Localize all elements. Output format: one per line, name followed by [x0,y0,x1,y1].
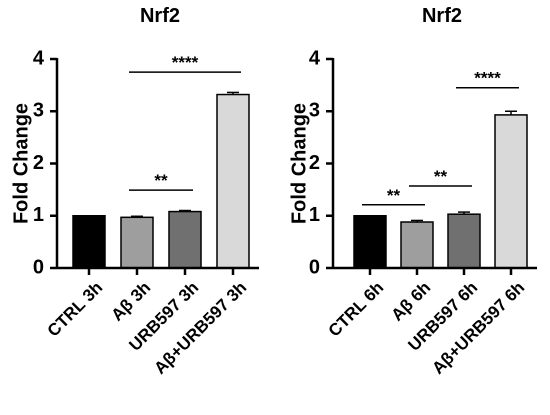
y-tick-label: 4 [33,47,45,69]
significance-label: ** [434,167,448,186]
y-tick-label: 3 [309,100,320,122]
y-axis-label: Fold Change [288,103,310,224]
y-tick-label: 0 [309,256,320,278]
y-tick-label: 2 [309,152,320,174]
y-tick-label: 2 [33,152,44,174]
bar-2 [120,216,154,269]
bar-3 [447,213,481,269]
y-axis-label: Fold Change [10,103,32,224]
bar-2 [400,221,434,269]
x-tick-label: CTRL 6h [325,278,388,341]
bar-4 [494,114,528,269]
bar-1 [72,215,106,269]
y-tick-label: 4 [309,47,321,69]
chart-title: Nrf2 [422,5,462,27]
bar-1 [353,215,387,269]
bar-4 [216,93,250,269]
significance-label: **** [172,53,199,72]
y-tick-label: 0 [33,256,44,278]
y-tick-label: 1 [33,204,44,226]
significance-label: **** [474,69,501,88]
significance-label: ** [154,171,168,190]
y-tick-label: 1 [309,204,320,226]
chart-title: Nrf2 [140,5,180,27]
y-tick-label: 3 [33,100,44,122]
x-tick-label: CTRL 3h [44,278,107,341]
x-tick-label: Aβ 3h [107,278,154,325]
significance-label: ** [387,186,401,205]
bar-3 [168,210,202,269]
